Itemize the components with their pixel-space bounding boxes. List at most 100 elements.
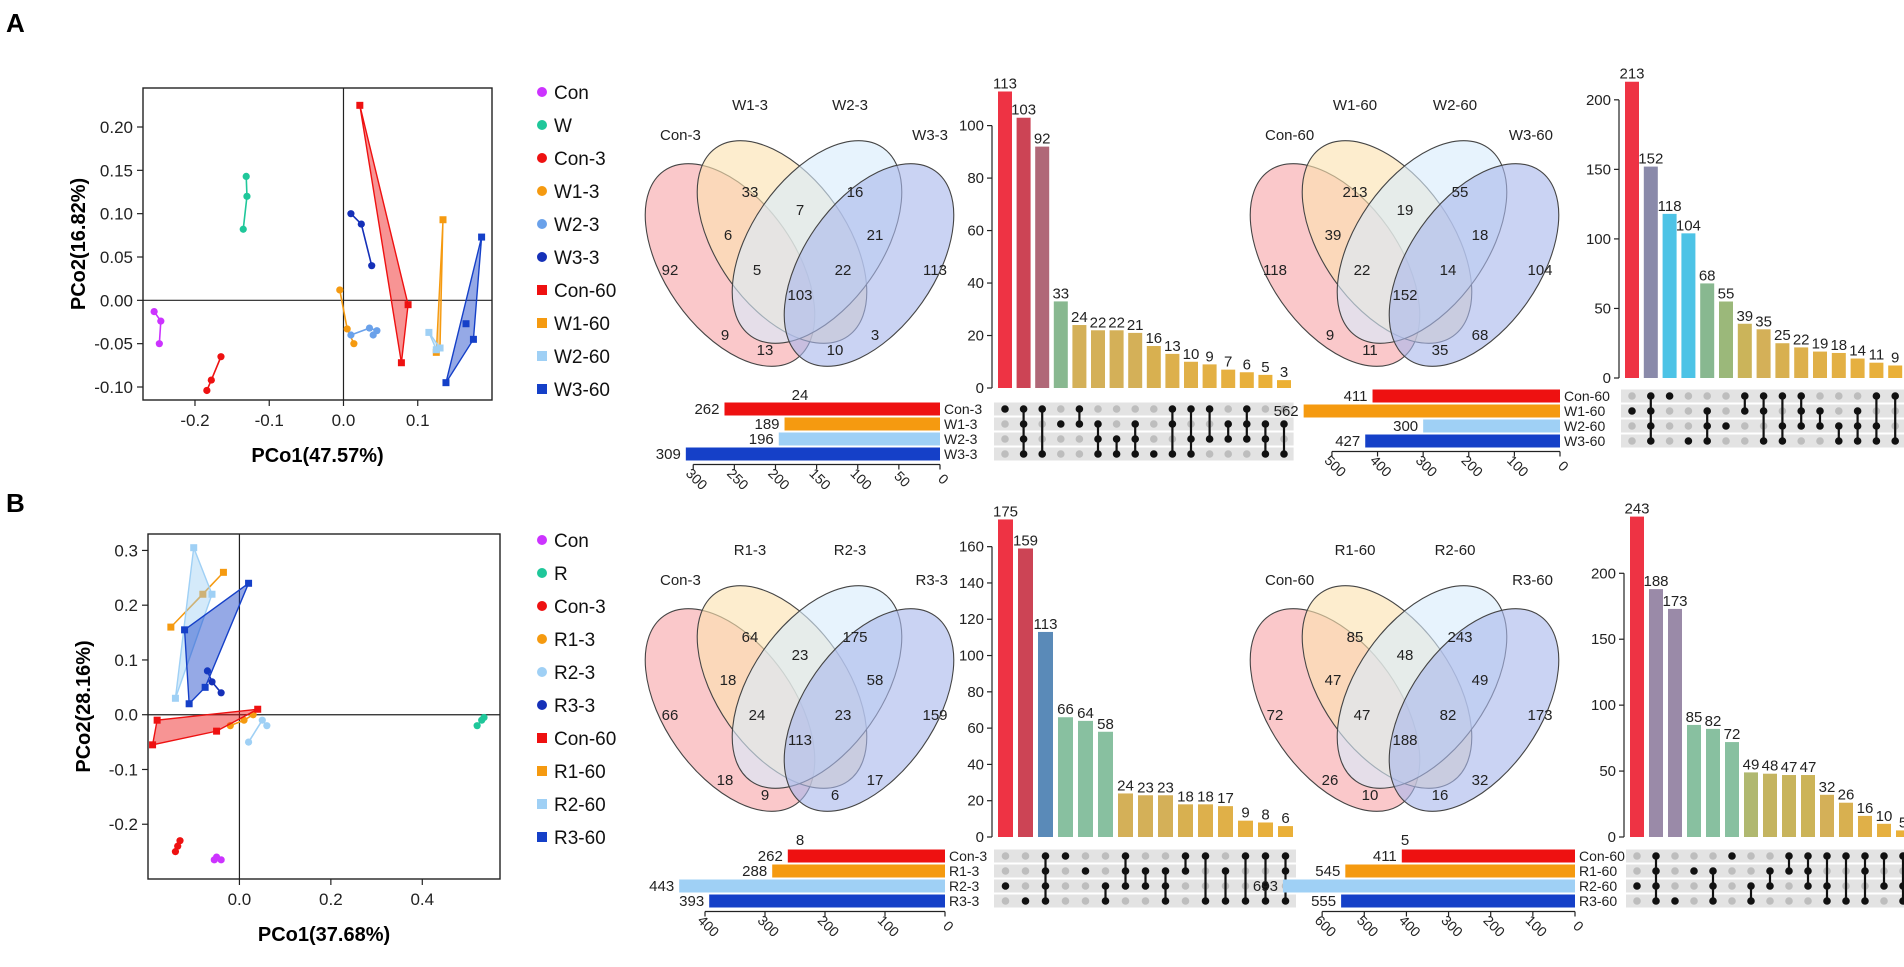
matrix-dot-off xyxy=(1101,852,1110,860)
intersection-bar-7 xyxy=(1763,773,1777,837)
upset-y-tick-label: 80 xyxy=(967,170,984,187)
legend-marker-w xyxy=(537,120,547,130)
legend-marker-r2-60 xyxy=(537,799,547,809)
intersection-bar-8 xyxy=(1775,343,1790,378)
intersection-bar-label: 92 xyxy=(1034,131,1051,148)
venn-region-count: 9 xyxy=(761,787,769,804)
upset-set-name: R2-60 xyxy=(1579,878,1617,894)
venn-region-count: 48 xyxy=(1397,647,1414,664)
venn-region-count: 22 xyxy=(835,262,852,279)
intersection-bar-5 xyxy=(1098,731,1113,837)
set-size-bar-3 xyxy=(685,447,940,461)
upset-y-tick-label: 100 xyxy=(959,648,984,665)
set-size-tick-label: 250 xyxy=(724,465,752,493)
matrix-dot-off xyxy=(1741,437,1749,445)
venn-region-count: 14 xyxy=(1440,262,1457,279)
venn-set-label: W3-3 xyxy=(912,127,948,144)
venn-set-label: W1-3 xyxy=(732,97,768,114)
intersection-bar-3 xyxy=(1681,233,1696,378)
venn-set-label: R3-3 xyxy=(915,572,948,589)
legend-label: W3-60 xyxy=(554,380,610,401)
venn-set-label: R1-60 xyxy=(1335,542,1376,559)
point-r3-3-2 xyxy=(217,689,225,697)
intersection-bar-0 xyxy=(1625,81,1639,379)
intersection-bar-15 xyxy=(1277,380,1291,388)
venn-set-label: W2-60 xyxy=(1433,97,1477,114)
group-line-con-3 xyxy=(206,356,222,391)
intersection-bar-label: 58 xyxy=(1097,716,1114,733)
point-r1-60-1 xyxy=(219,568,227,576)
point-w2-3-0 xyxy=(347,331,355,339)
y-tick-label: -0.1 xyxy=(109,760,138,779)
intersection-bar-label: 18 xyxy=(1197,788,1214,805)
venn-region-count: 68 xyxy=(1472,327,1489,344)
matrix-dot-off xyxy=(1628,422,1636,430)
matrix-dot-on xyxy=(1061,852,1070,860)
venn-region-count: 23 xyxy=(792,647,809,664)
set-size-bar-2 xyxy=(679,879,945,893)
intersection-bar-label: 64 xyxy=(1077,705,1094,722)
matrix-dot-on xyxy=(1728,852,1736,860)
matrix-dot-off xyxy=(1797,437,1805,445)
x-tick-label: 0.0 xyxy=(228,890,252,909)
matrix-row-bg xyxy=(994,402,1294,416)
venn-region-count: 8 xyxy=(796,832,804,849)
upset-y-tick-label: 0 xyxy=(1608,829,1616,846)
matrix-dot-off xyxy=(1057,450,1065,458)
set-size-bar-2 xyxy=(1423,419,1560,433)
intersection-bar-label: 103 xyxy=(1011,102,1036,119)
legend-marker-r1-3 xyxy=(537,634,547,644)
upset-set-name: W1-3 xyxy=(944,416,978,432)
intersection-bar-2 xyxy=(1035,146,1050,388)
set-size-bar-0 xyxy=(724,402,940,416)
intersection-bar-label: 32 xyxy=(1819,779,1836,796)
point-r1-3-0 xyxy=(226,722,234,730)
matrix-dot-on xyxy=(1690,867,1698,875)
intersection-bar-label: 22 xyxy=(1793,331,1810,348)
x-axis-label: PCo1(47.57%) xyxy=(251,445,383,467)
point-r2-3-2 xyxy=(263,722,271,730)
intersection-bar-0 xyxy=(998,519,1013,837)
intersection-bar-6 xyxy=(1109,330,1124,388)
intersection-bar-4 xyxy=(1072,325,1087,388)
set-size-tick-label: 400 xyxy=(695,912,723,940)
set-size-label: 443 xyxy=(649,878,674,895)
set-size-tick-label: 200 xyxy=(1480,912,1508,940)
venn-set-label: W3-60 xyxy=(1509,127,1553,144)
intersection-bar-label: 16 xyxy=(1145,330,1162,347)
plot-frame xyxy=(142,87,493,401)
matrix-dot-on xyxy=(1150,450,1158,458)
matrix-dot-off xyxy=(1243,450,1251,458)
legend-label: R xyxy=(554,564,568,585)
matrix-dot-off xyxy=(1816,392,1824,400)
venn-ellipse-3 xyxy=(783,163,955,367)
group-hull-w3-60 xyxy=(445,236,483,384)
intersection-bar-label: 68 xyxy=(1699,267,1716,284)
point-w1-60-0 xyxy=(439,216,447,224)
matrix-dot-on xyxy=(1665,392,1674,400)
upset-y-tick-label: 100 xyxy=(959,118,984,135)
matrix-dot-off xyxy=(1221,852,1230,860)
matrix-dot-off xyxy=(1131,405,1139,413)
y-axis-label: PCo2(28.16%) xyxy=(73,640,95,772)
set-size-tick-label: 100 xyxy=(1504,452,1532,480)
matrix-dot-off xyxy=(1057,435,1065,443)
set-size-tick-label: 50 xyxy=(891,468,913,490)
venn-region-count: 17 xyxy=(867,772,884,789)
set-size-tick-label: 400 xyxy=(1367,452,1395,480)
venn-region-count: 18 xyxy=(717,772,734,789)
set-size-tick-label: 150 xyxy=(806,465,834,493)
matrix-dot-off xyxy=(1061,867,1070,875)
upset-y-tick-label: 50 xyxy=(1599,763,1616,780)
y-tick-label: 0.10 xyxy=(100,205,133,224)
y-tick-label: 0.05 xyxy=(100,248,133,267)
venn-region-count: 16 xyxy=(847,184,864,201)
matrix-dot-off xyxy=(1804,897,1812,905)
intersection-bar-10 xyxy=(1813,351,1827,378)
intersection-bar-label: 23 xyxy=(1137,779,1154,796)
matrix-dot-off xyxy=(1094,405,1102,413)
intersection-bar-label: 104 xyxy=(1676,217,1701,234)
set-size-tick-label: 500 xyxy=(1354,912,1382,940)
pcoa-plot-b: 0.0 0.2 0.4 -0.2 -0.1 0.0 0.1 0.2 0.3 PCo1(37.68%… xyxy=(73,531,616,946)
